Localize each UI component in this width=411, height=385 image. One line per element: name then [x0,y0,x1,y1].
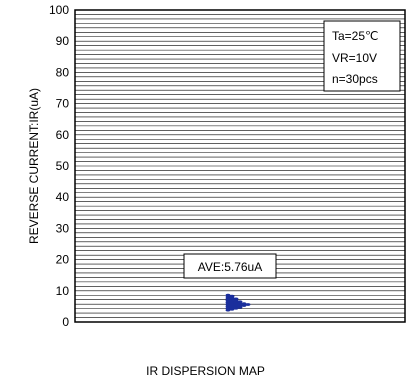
y-tick-label: 30 [56,221,70,235]
data-point [229,294,235,298]
plot-frame [74,9,406,323]
y-tick-label: 0 [62,315,69,329]
condition-sample-count: n=30pcs [332,72,378,86]
y-tick-label: 60 [56,128,70,142]
data-point [237,300,243,304]
y-tick-label: 20 [56,253,70,267]
data-point [225,293,231,297]
data-point [241,302,247,305]
data-point [233,297,239,301]
condition-voltage: VR=10V [332,51,377,65]
data-point [245,303,251,306]
data-points [225,293,251,312]
y-axis-label: REVERSE CURRENT:IR(uA) [27,88,41,244]
y-tick-label: 50 [56,159,70,173]
chart-title: IR DISPERSION MAP [146,364,265,378]
y-tick-label: 40 [56,190,70,204]
average-box: AVE:5.76uA [183,253,277,279]
y-tick-label: 100 [49,3,69,17]
y-tick-labels: 0 10 20 30 40 50 60 70 80 90 100 [49,3,69,329]
y-tick-label: 70 [56,97,70,111]
condition-temperature: Ta=25℃ [332,29,379,43]
y-tick-label: 10 [56,284,70,298]
y-tick-label: 80 [56,65,70,79]
conditions-box: Ta=25℃ VR=10V n=30pcs [323,20,401,92]
y-tick-label: 90 [56,34,70,48]
average-label: AVE:5.76uA [198,260,263,274]
